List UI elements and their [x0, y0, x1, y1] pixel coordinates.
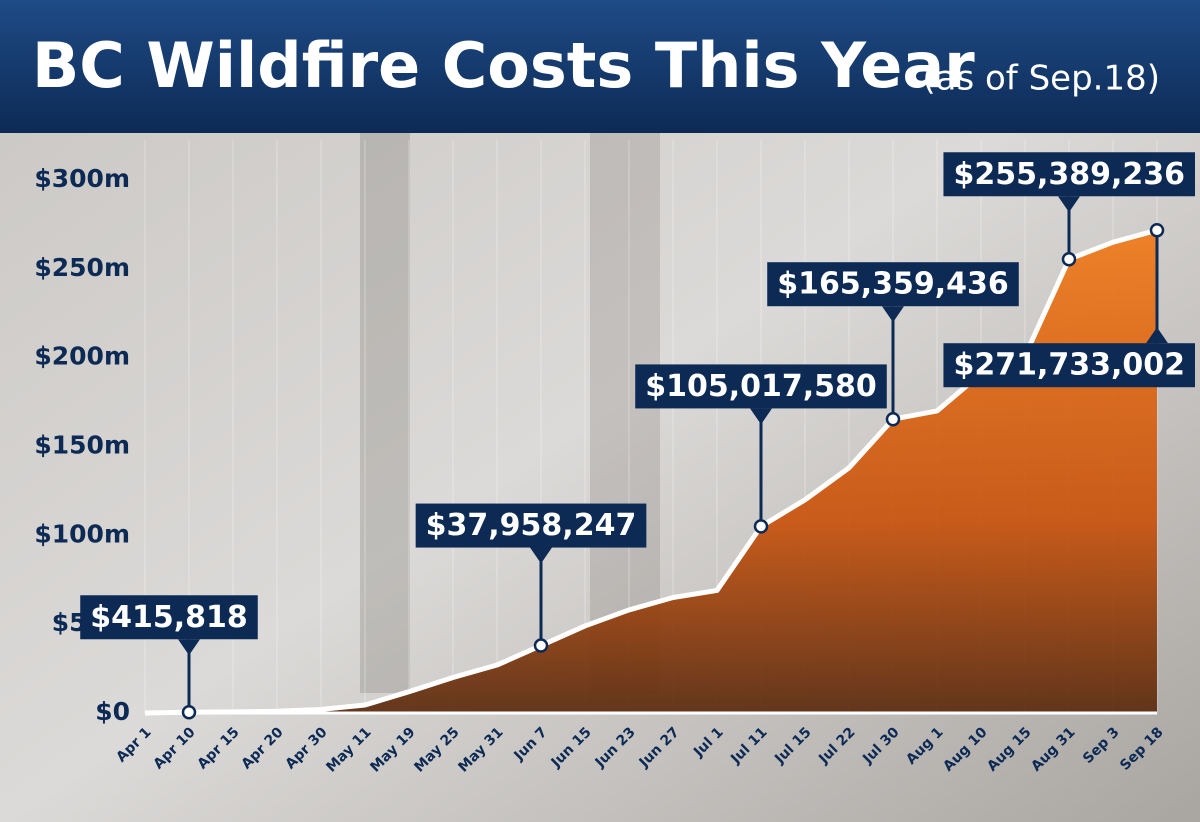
header — [0, 0, 1200, 133]
callout: $271,733,002 — [943, 230, 1195, 388]
data-point — [1061, 252, 1077, 267]
callout: $255,389,236 — [943, 152, 1195, 260]
callout-box — [415, 503, 647, 548]
data-point — [1149, 222, 1165, 238]
y-tick-label: $300m — [34, 164, 130, 193]
chart-subtitle: (as of Sep.18) — [922, 59, 1160, 99]
y-tick-label: $0 — [95, 697, 130, 726]
callout-arrow — [1146, 327, 1168, 344]
callout-arrow — [530, 547, 552, 564]
callout: $165,359,436 — [767, 262, 1019, 420]
y-tick-label: $200m — [34, 342, 130, 371]
callout-box — [635, 364, 887, 409]
callout: $415,818 — [80, 595, 258, 713]
callout-box — [943, 343, 1195, 388]
data-point — [533, 638, 549, 653]
tree-trunk — [590, 133, 660, 693]
data-point — [885, 411, 901, 427]
callout-box — [80, 595, 258, 640]
tree-trunk — [360, 133, 410, 693]
y-tick-label: $250m — [34, 253, 130, 282]
callout: $37,958,247 — [415, 503, 647, 646]
data-label: $415,818 — [90, 600, 248, 635]
callout-box — [767, 262, 1019, 307]
callout-arrow — [178, 639, 200, 656]
area — [145, 230, 1157, 713]
callout-arrow — [1058, 196, 1080, 213]
y-tick-label: $100m — [34, 519, 130, 548]
data-label: $105,017,580 — [645, 369, 877, 404]
callout-arrow — [750, 408, 772, 425]
y-tick-label: $150m — [34, 431, 130, 460]
callout: $105,017,580 — [635, 364, 887, 527]
data-point — [181, 705, 197, 720]
chart-title: BC Wildfire Costs This Year — [32, 29, 975, 102]
callout-box — [943, 152, 1195, 197]
data-point — [753, 519, 769, 534]
callout-arrow — [882, 306, 904, 323]
data-label: $271,733,002 — [953, 348, 1185, 383]
data-label: $37,958,247 — [426, 508, 637, 543]
data-label: $255,389,236 — [953, 157, 1185, 192]
data-label: $165,359,436 — [777, 267, 1009, 302]
